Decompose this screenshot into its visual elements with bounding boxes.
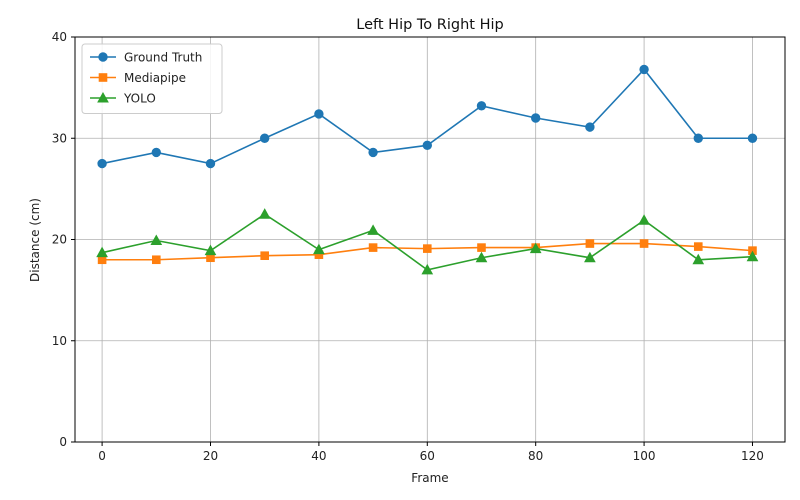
data-point-yolo <box>367 224 379 235</box>
legend-label-yolo: YOLO <box>123 92 156 106</box>
data-point-ground-truth <box>693 133 703 143</box>
legend-marker-ground-truth <box>98 52 108 62</box>
data-point-ground-truth <box>259 133 270 143</box>
x-tick-label: 0 <box>98 449 106 463</box>
x-tick-label: 20 <box>203 449 218 463</box>
x-tick-label: 80 <box>528 449 543 463</box>
axes-layer: 0 20 40 60 80 100 120 0 10 20 30 40 <box>52 30 786 463</box>
data-point-ground-truth <box>747 133 758 143</box>
data-point-mediapipe <box>585 239 595 248</box>
y-tick-label: 30 <box>52 131 67 145</box>
data-point-ground-truth <box>422 140 432 151</box>
x-tick-label: 120 <box>741 449 764 463</box>
data-point-yolo <box>638 214 650 225</box>
y-tick-label: 0 <box>59 435 67 449</box>
y-tick-label: 40 <box>52 30 67 44</box>
legend-label-mediapipe: Mediapipe <box>124 71 186 85</box>
x-tick-label: 100 <box>633 449 656 463</box>
data-point-mediapipe <box>368 243 378 252</box>
series-yolo <box>96 208 759 275</box>
series-ground-truth <box>97 64 758 169</box>
data-point-yolo <box>150 234 163 246</box>
data-point-yolo <box>692 253 705 265</box>
data-point-mediapipe <box>639 239 649 248</box>
data-point-mediapipe <box>477 243 486 252</box>
data-point-yolo <box>96 246 108 258</box>
y-tick-label: 10 <box>52 334 67 348</box>
data-point-yolo <box>584 251 596 263</box>
data-point-yolo <box>421 263 434 275</box>
legend: Ground Truth Mediapipe YOLO <box>81 43 223 114</box>
data-point-mediapipe <box>151 255 161 265</box>
data-point-ground-truth <box>368 147 378 158</box>
data-point-ground-truth <box>97 158 107 169</box>
data-point-yolo <box>475 251 488 263</box>
x-axis-label: Frame <box>411 471 448 485</box>
legend-box <box>81 43 223 114</box>
data-point-ground-truth <box>639 64 649 75</box>
data-point-yolo <box>746 250 759 262</box>
legend-marker-mediapipe <box>98 73 108 82</box>
x-tick-label: 40 <box>311 449 326 463</box>
data-point-ground-truth <box>476 101 487 111</box>
y-axis-label: Distance (cm) <box>28 198 42 282</box>
data-point-mediapipe <box>422 244 432 253</box>
data-point-ground-truth <box>151 147 161 158</box>
legend-marker-yolo <box>97 91 109 103</box>
y-tick-label: 20 <box>52 233 67 247</box>
chart-title: Left Hip To Right Hip <box>356 17 503 33</box>
data-point-yolo <box>258 208 271 219</box>
data-point-mediapipe <box>693 242 703 251</box>
data-point-mediapipe <box>260 251 269 260</box>
data-point-ground-truth <box>205 158 216 169</box>
series-layer <box>96 64 759 275</box>
data-point-yolo <box>529 242 542 254</box>
data-point-ground-truth <box>530 113 541 123</box>
data-point-ground-truth <box>585 122 595 132</box>
x-tick-label: 60 <box>420 449 435 463</box>
data-point-yolo <box>313 243 325 255</box>
data-point-ground-truth <box>314 109 324 119</box>
data-point-yolo <box>204 244 217 256</box>
legend-label-ground-truth: Ground Truth <box>124 51 202 65</box>
